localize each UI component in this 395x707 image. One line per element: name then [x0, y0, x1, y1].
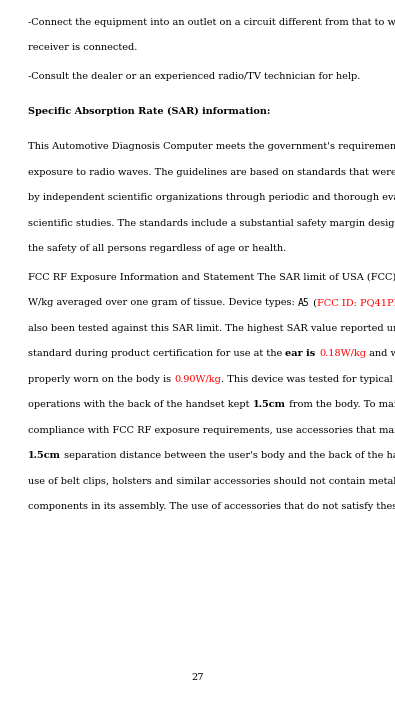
Text: the safety of all persons regardless of age or health.: the safety of all persons regardless of …	[28, 245, 286, 253]
Text: (: (	[310, 298, 317, 308]
Text: -Consult the dealer or an experienced radio/TV technician for help.: -Consult the dealer or an experienced ra…	[28, 72, 360, 81]
Text: 1.5cm: 1.5cm	[253, 400, 286, 409]
Text: 0.18W/kg: 0.18W/kg	[319, 349, 366, 358]
Text: 27: 27	[191, 673, 204, 682]
Text: compliance with FCC RF exposure requirements, use accessories that maintain a: compliance with FCC RF exposure requirem…	[28, 426, 395, 435]
Text: scientific studies. The standards include a substantial safety margin designed t: scientific studies. The standards includ…	[28, 219, 395, 228]
Text: properly worn on the body is: properly worn on the body is	[28, 375, 174, 384]
Text: exposure to radio waves. The guidelines are based on standards that were develop: exposure to radio waves. The guidelines …	[28, 168, 395, 177]
Text: also been tested against this SAR limit. The highest SAR value reported under th: also been tested against this SAR limit.…	[28, 324, 395, 333]
Text: W/kg averaged over one gram of tissue. Device types:: W/kg averaged over one gram of tissue. D…	[28, 298, 298, 308]
Text: use of belt clips, holsters and similar accessories should not contain metallic: use of belt clips, holsters and similar …	[28, 477, 395, 486]
Text: standard during product certification for use at the: standard during product certification fo…	[28, 349, 285, 358]
Text: . This device was tested for typical body-worn: . This device was tested for typical bod…	[221, 375, 395, 384]
Text: FCC ID: PQ41PR0A5: FCC ID: PQ41PR0A5	[317, 298, 395, 308]
Text: 0.90W/kg: 0.90W/kg	[174, 375, 221, 384]
Text: Specific Absorption Rate (SAR) information:: Specific Absorption Rate (SAR) informati…	[28, 107, 270, 117]
Text: ear is: ear is	[285, 349, 319, 358]
Text: by independent scientific organizations through periodic and thorough evaluation: by independent scientific organizations …	[28, 194, 395, 202]
Text: components in its assembly. The use of accessories that do not satisfy these: components in its assembly. The use of a…	[28, 503, 395, 511]
Text: receiver is connected.: receiver is connected.	[28, 44, 137, 52]
Text: This Automotive Diagnosis Computer meets the government's requirements for: This Automotive Diagnosis Computer meets…	[28, 142, 395, 151]
Text: and when: and when	[366, 349, 395, 358]
Text: A5: A5	[298, 298, 310, 308]
Text: 1.5cm: 1.5cm	[28, 452, 61, 460]
Text: from the body. To maintain: from the body. To maintain	[286, 400, 395, 409]
Text: operations with the back of the handset kept: operations with the back of the handset …	[28, 400, 253, 409]
Text: FCC RF Exposure Information and Statement The SAR limit of USA (FCC) is 1.6: FCC RF Exposure Information and Statemen…	[28, 273, 395, 282]
Text: -Connect the equipment into an outlet on a circuit different from that to which : -Connect the equipment into an outlet on…	[28, 18, 395, 27]
Text: separation distance between the user's body and the back of the handset. The: separation distance between the user's b…	[61, 452, 395, 460]
